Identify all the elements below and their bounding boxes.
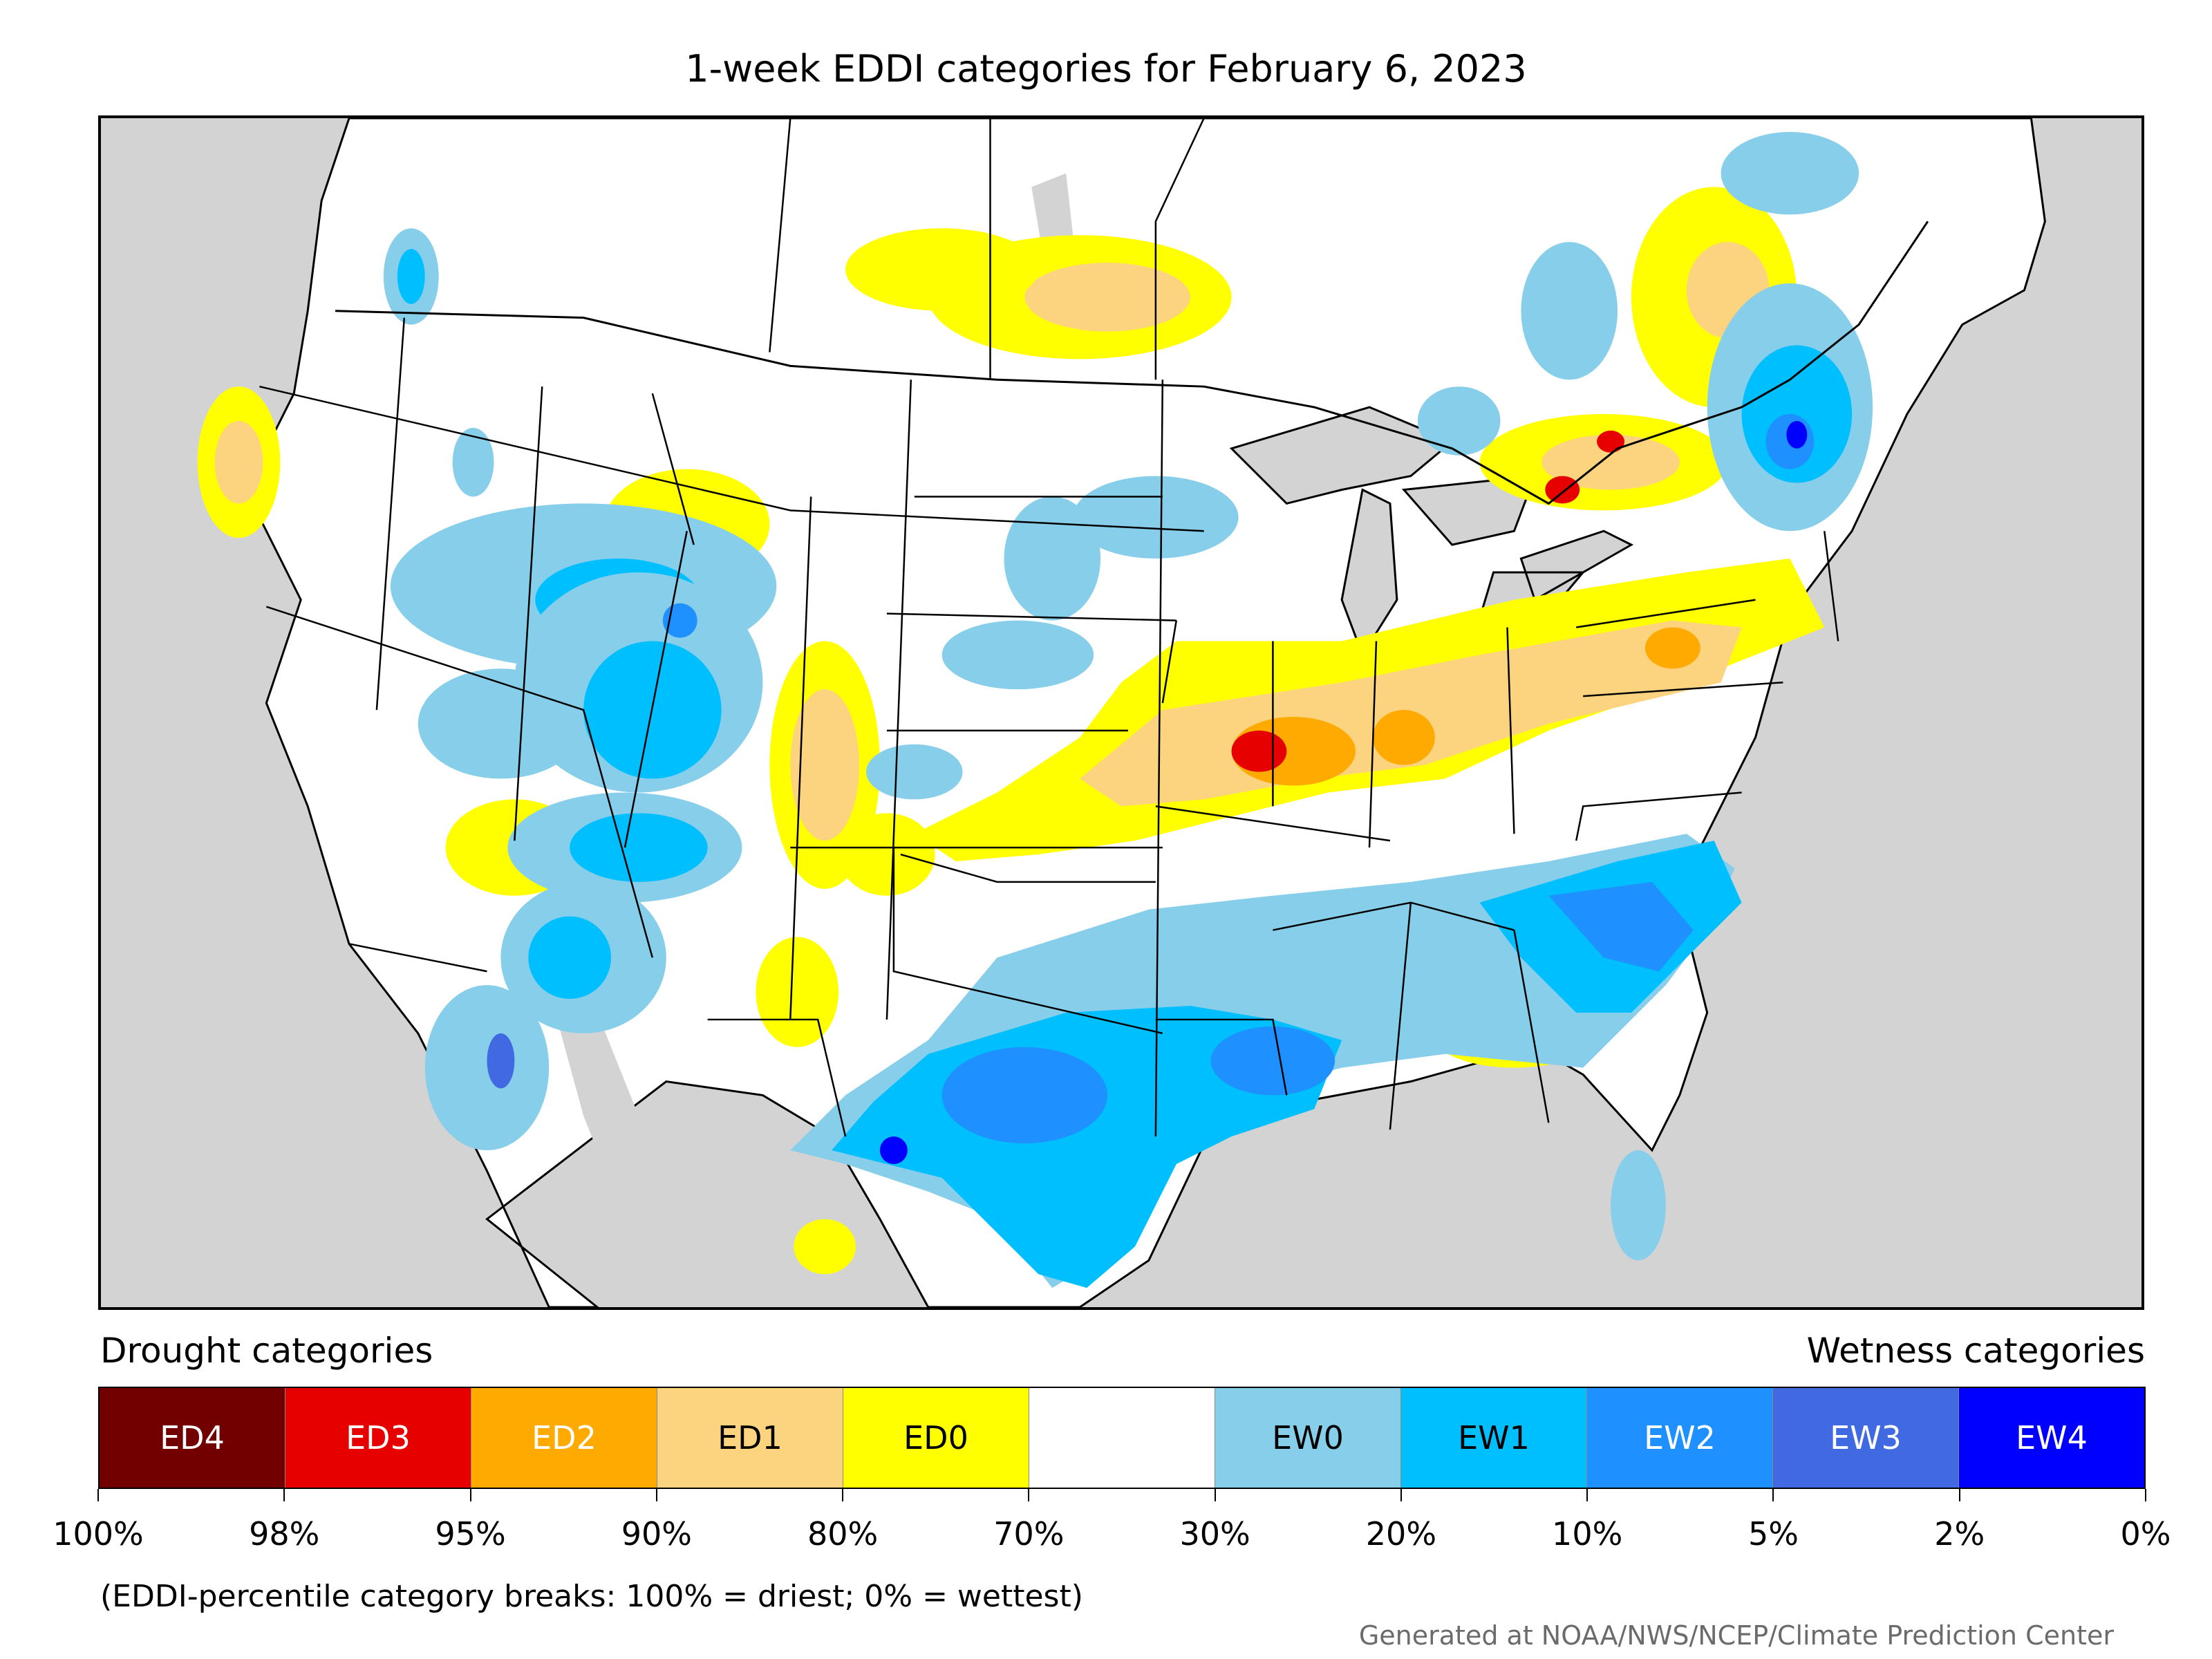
legend-category-ed0: ED0 (843, 1388, 1029, 1488)
legend-category-ew3: EW3 (1773, 1388, 1959, 1488)
map-canvas (197, 118, 2046, 1307)
break-label: 5% (1747, 1515, 1799, 1553)
credit-line: Generated at NOAA/NWS/NCEP/Climate Predi… (1358, 1620, 2114, 1651)
legend-category-ed4: ED4 (100, 1388, 285, 1488)
break-tick (97, 1489, 99, 1501)
category-legend: ED4 ED3 ED2 ED1 ED0 EW0 EW1 EW2 EW3 EW4 (98, 1387, 2146, 1489)
break-tick (842, 1489, 844, 1501)
break-label: 90% (621, 1515, 692, 1553)
break-tick (1586, 1489, 1588, 1501)
break-tick (283, 1489, 285, 1501)
break-tick (1028, 1489, 1030, 1501)
break-label: 20% (1365, 1515, 1437, 1553)
break-tick (469, 1489, 471, 1501)
legend-category-ew0: EW0 (1215, 1388, 1401, 1488)
break-label: 98% (249, 1515, 320, 1553)
break-tick (1772, 1489, 1774, 1501)
map-title: 1-week EDDI categories for February 6, 2… (685, 47, 1527, 91)
legend-category-normal (1029, 1388, 1215, 1488)
break-label: 80% (807, 1515, 879, 1553)
legend-category-ed2: ED2 (471, 1388, 657, 1488)
legend-category-ed1: ED1 (657, 1388, 843, 1488)
legend-category-ed3: ED3 (285, 1388, 471, 1488)
legend-category-ew2: EW2 (1587, 1388, 1773, 1488)
drought-categories-heading: Drought categories (100, 1331, 433, 1371)
state-borders (259, 118, 1839, 1137)
break-tick (1958, 1489, 1960, 1501)
break-label: 95% (435, 1515, 506, 1553)
eddi-map (98, 115, 2144, 1310)
legend-category-ew1: EW1 (1401, 1388, 1587, 1488)
wetness-categories-heading: Wetness categories (1806, 1331, 2145, 1371)
us-canada-border (335, 221, 1929, 505)
break-label: 10% (1552, 1515, 1623, 1553)
great-lakes (1229, 406, 1634, 657)
break-tick (1400, 1489, 1402, 1501)
legend-category-ew4: EW4 (1959, 1388, 2144, 1488)
break-tick (655, 1489, 657, 1501)
break-tick (1214, 1489, 1216, 1501)
break-label: 70% (993, 1515, 1065, 1553)
break-label: 2% (1934, 1515, 1985, 1553)
break-label: 100% (53, 1515, 144, 1553)
legend-note: (EDDI-percentile category breaks: 100% =… (100, 1579, 1083, 1614)
break-label: 30% (1179, 1515, 1250, 1553)
category-breaks: 100% 98% 95% 90% 80% 70% 30% 20% 10% 5% 2% 0% (0, 1489, 2212, 1572)
break-tick (2145, 1489, 2146, 1501)
break-label: 0% (2120, 1515, 2171, 1553)
